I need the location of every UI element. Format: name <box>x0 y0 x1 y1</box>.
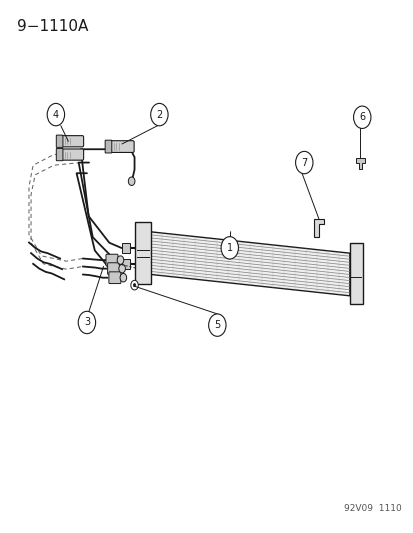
Circle shape <box>78 311 95 334</box>
Circle shape <box>117 256 123 264</box>
FancyBboxPatch shape <box>109 272 121 284</box>
Text: 3: 3 <box>84 318 90 327</box>
FancyBboxPatch shape <box>56 148 63 161</box>
Circle shape <box>295 151 312 174</box>
FancyBboxPatch shape <box>105 140 112 153</box>
Circle shape <box>221 237 238 259</box>
Circle shape <box>128 177 135 185</box>
FancyBboxPatch shape <box>135 222 151 284</box>
FancyBboxPatch shape <box>61 149 83 160</box>
FancyBboxPatch shape <box>121 259 129 269</box>
Polygon shape <box>355 158 364 169</box>
Text: 2: 2 <box>156 110 162 119</box>
Circle shape <box>120 273 126 282</box>
Polygon shape <box>151 232 349 296</box>
Text: 92V09  1110: 92V09 1110 <box>343 504 401 513</box>
Text: 4: 4 <box>53 110 59 119</box>
Circle shape <box>150 103 168 126</box>
FancyBboxPatch shape <box>61 135 83 147</box>
Text: 9−1110A: 9−1110A <box>17 19 88 34</box>
Circle shape <box>131 280 138 290</box>
Text: 1: 1 <box>226 243 232 253</box>
Circle shape <box>208 314 225 336</box>
FancyBboxPatch shape <box>121 243 129 253</box>
FancyBboxPatch shape <box>107 263 119 274</box>
FancyBboxPatch shape <box>349 243 362 304</box>
Circle shape <box>47 103 64 126</box>
FancyBboxPatch shape <box>110 141 134 152</box>
FancyBboxPatch shape <box>56 135 63 147</box>
Text: 6: 6 <box>358 112 364 122</box>
FancyBboxPatch shape <box>106 254 118 266</box>
Polygon shape <box>313 219 323 237</box>
Text: 5: 5 <box>214 320 220 330</box>
Circle shape <box>353 106 370 128</box>
Circle shape <box>119 264 125 273</box>
Text: 7: 7 <box>300 158 307 167</box>
Circle shape <box>133 284 135 287</box>
